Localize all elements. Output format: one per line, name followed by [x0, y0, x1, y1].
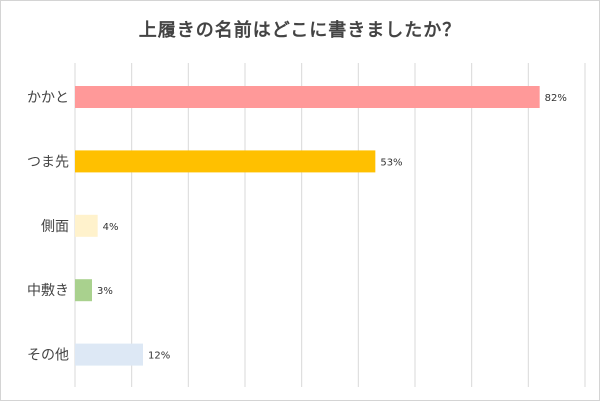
value-label: 12%	[148, 351, 170, 362]
value-label: 53%	[380, 157, 402, 168]
value-label: 3%	[97, 286, 113, 297]
category-label: 中敷き	[27, 283, 69, 299]
chart-title: 上履きの名前はどこに書きましたか？	[138, 20, 462, 41]
value-label: 4%	[103, 222, 119, 233]
bar	[75, 150, 376, 173]
bar	[75, 214, 98, 237]
bar	[75, 343, 143, 366]
bar	[75, 279, 92, 302]
category-label: 側面	[41, 219, 69, 235]
category-label: つま先	[27, 154, 69, 170]
category-label: その他	[27, 348, 69, 364]
bar	[75, 86, 540, 108]
category-label: かかと	[27, 90, 69, 106]
value-label: 82%	[545, 93, 567, 104]
